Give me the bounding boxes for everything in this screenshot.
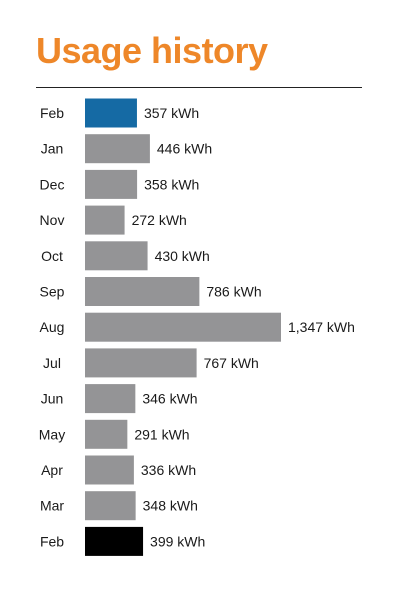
usage-value-label: 291 kWh	[134, 426, 189, 442]
usage-bar	[85, 348, 197, 378]
title-divider	[36, 87, 362, 88]
month-label: Aug	[40, 319, 65, 335]
usage-bar	[85, 491, 136, 521]
month-label: Feb	[40, 105, 64, 121]
usage-bar	[85, 205, 125, 235]
usage-bar	[85, 455, 134, 485]
usage-value-label: 446 kWh	[157, 141, 212, 157]
usage-value-label: 336 kWh	[141, 462, 196, 478]
month-label: Jul	[43, 355, 61, 371]
month-label: Feb	[40, 533, 64, 549]
month-label: Jan	[41, 141, 64, 157]
usage-bar	[85, 419, 128, 449]
chart-title: Usage history	[36, 30, 268, 71]
usage-value-label: 272 kWh	[132, 212, 187, 228]
usage-bar	[85, 384, 136, 414]
month-label: Jun	[41, 391, 64, 407]
month-label: May	[39, 426, 65, 442]
usage-value-label: 357 kWh	[144, 105, 199, 121]
month-label: Oct	[41, 248, 63, 264]
usage-value-label: 786 kWh	[206, 284, 261, 300]
month-label: Apr	[41, 462, 63, 478]
usage-bar	[85, 526, 144, 556]
month-label: Nov	[40, 212, 65, 228]
usage-bar	[85, 241, 148, 271]
usage-bar	[85, 134, 150, 164]
usage-value-label: 348 kWh	[143, 498, 198, 514]
usage-value-label: 346 kWh	[142, 391, 197, 407]
month-label: Sep	[40, 284, 65, 300]
usage-value-label: 358 kWh	[144, 176, 199, 192]
usage-bar	[85, 169, 138, 199]
usage-bar	[85, 277, 200, 306]
usage-value-label: 430 kWh	[155, 248, 210, 264]
month-label: Dec	[40, 176, 65, 192]
usage-value-label: 767 kWh	[204, 355, 259, 371]
usage-bar	[85, 312, 281, 342]
usage-value-label: 399 kWh	[150, 533, 205, 549]
month-label: Mar	[40, 498, 64, 514]
usage-bar	[85, 98, 137, 128]
usage-value-label: 1,347 kWh	[288, 319, 355, 335]
